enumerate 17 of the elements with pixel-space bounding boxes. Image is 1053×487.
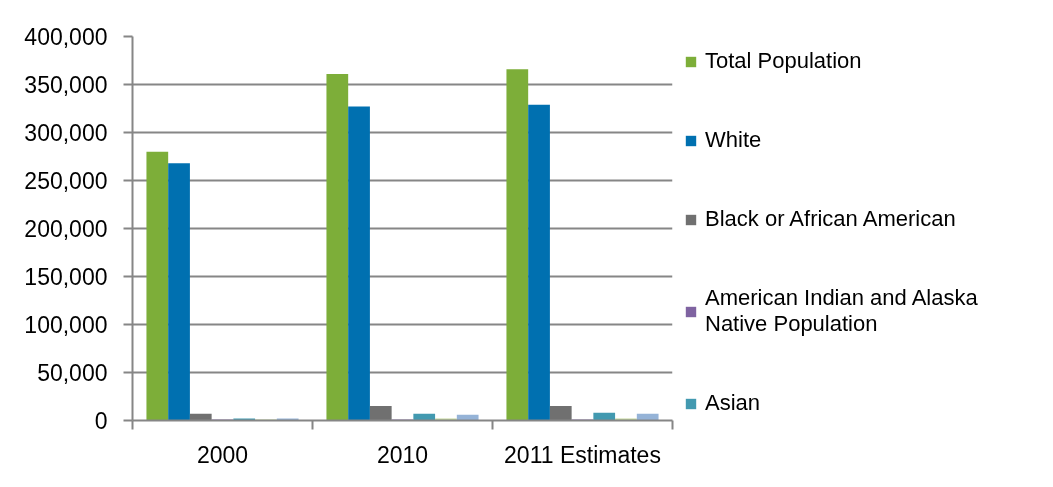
legend-label: Asian — [705, 390, 761, 416]
y-tick-label: 200,000 — [24, 216, 108, 242]
y-tick-label: 50,000 — [37, 360, 108, 386]
y-tick-label: 100,000 — [24, 312, 108, 338]
y-tick-label: 300,000 — [24, 120, 108, 146]
y-tick-label: 250,000 — [24, 168, 108, 194]
y-tick-label: 350,000 — [24, 72, 108, 98]
x-tick-label: 2000 — [196, 441, 249, 468]
y-tick-label: 400,000 — [24, 24, 108, 50]
legend-label: Total Population — [705, 48, 862, 74]
x-tick-label: 2010 — [376, 441, 429, 468]
legend-label: American Indian and Alaska Native Population — [705, 285, 978, 337]
x-tick-label: 2011 Estimates — [504, 441, 661, 468]
y-tick-label: 150,000 — [24, 264, 108, 290]
y-tick-label: 0 — [94, 408, 108, 434]
legend-label: White — [705, 127, 762, 153]
legend-label: Black or African American — [705, 206, 956, 232]
